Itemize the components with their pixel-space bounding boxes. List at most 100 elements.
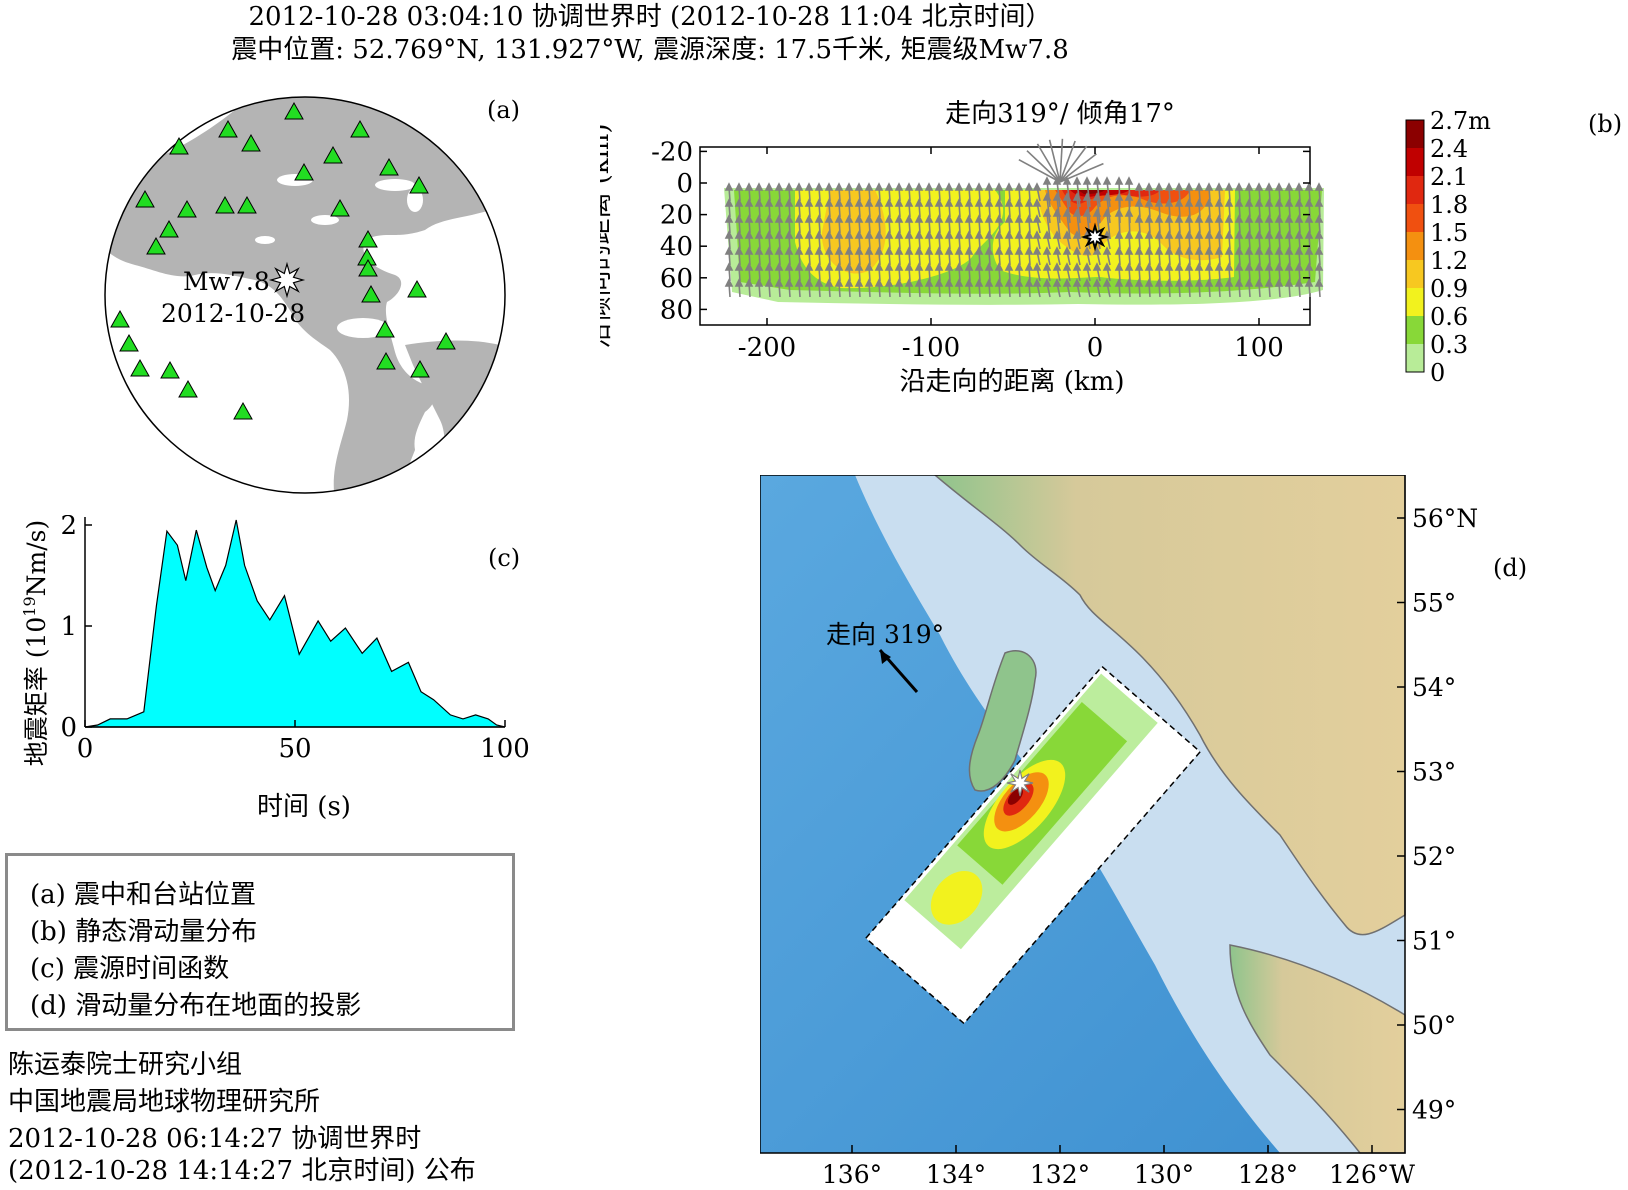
slip-vector-head: [1134, 182, 1144, 191]
slip-vector-head: [1014, 278, 1024, 287]
slip-vector-head: [914, 214, 924, 223]
slip-vector-head: [1304, 198, 1314, 207]
slip-vector-head: [924, 278, 934, 287]
slip-vector-head: [1032, 182, 1042, 191]
slip-vector-head: [1082, 262, 1092, 271]
slip-vector-head: [814, 230, 824, 239]
panel-c-label: (c): [488, 544, 521, 572]
station-triangle-icon: [376, 351, 396, 370]
slip-vector-head: [844, 182, 854, 191]
station-triangle-icon: [294, 162, 314, 181]
slip-vector-head: [1294, 278, 1304, 287]
slip-vector-head: [864, 262, 874, 271]
slip-vector-head: [1224, 182, 1234, 191]
lon-tick-label: 130°: [1134, 1160, 1194, 1189]
stf-ylabel: 地震矩率 (1019Nm/s): [20, 520, 51, 766]
hypocenter-star-icon: [1080, 222, 1110, 252]
y-tick-label: 80: [660, 295, 693, 325]
slip-vector-head: [1264, 182, 1274, 191]
epicenter-star-icon: [268, 261, 306, 299]
slip-vector-head: [1204, 230, 1214, 239]
slip-vector-head: [1004, 230, 1014, 239]
slip-vector-head: [1144, 214, 1154, 223]
slip-vector-head: [724, 198, 734, 207]
slip-vector-head: [1004, 278, 1014, 287]
slip-vector-head: [784, 198, 794, 207]
slip-vector: [1056, 180, 1061, 208]
slip-vector-head: [864, 278, 874, 287]
slip-vector-head: [1014, 230, 1024, 239]
slip-vector-head: [764, 246, 774, 255]
slip-vector-head: [1304, 246, 1314, 255]
slip-vector-head: [1052, 192, 1062, 201]
slip-vector-head: [734, 214, 744, 223]
slip-vector-head: [724, 214, 734, 223]
slip-vector-head: [874, 182, 884, 191]
slip-vector-head: [1092, 262, 1102, 271]
slip-vector-head: [894, 278, 904, 287]
slip-vector-head: [1134, 214, 1144, 223]
slip-vector-head: [794, 214, 804, 223]
legend-item-c: (c) 震源时间函数: [30, 954, 230, 984]
slip-vector-head: [1184, 262, 1194, 271]
slip-vector-head: [1032, 214, 1042, 223]
slip-vector-head: [1052, 208, 1062, 217]
slip-vector-head: [1264, 214, 1274, 223]
slip-vector-head: [1014, 198, 1024, 207]
slip-vector-head: [1134, 278, 1144, 287]
colorbar-swatch: [1406, 344, 1424, 372]
slip-vector-head: [1194, 198, 1204, 207]
x-tick-label: -100: [902, 333, 960, 363]
slip-vectors: [724, 138, 1324, 298]
slip-vector-head: [1264, 230, 1274, 239]
slip-vector: [1066, 212, 1071, 240]
slip-vector-head: [1144, 246, 1154, 255]
slip-vector-head: [924, 262, 934, 271]
slip-vector-head: [824, 262, 834, 271]
slip-vector-head: [854, 198, 864, 207]
slip-vector: [1046, 212, 1051, 240]
slip-vector-head: [884, 182, 894, 191]
slip-vector-head: [854, 230, 864, 239]
slip-vector-head: [794, 246, 804, 255]
slip-vector-head: [734, 246, 744, 255]
slip-vector: [1056, 196, 1061, 224]
slip-vector-head: [954, 182, 964, 191]
slip-vector-head: [1314, 230, 1324, 239]
slip-vector-head: [954, 246, 964, 255]
station-triangle-icon: [135, 189, 155, 208]
slip-vector-head: [1154, 262, 1164, 271]
slip-vector-head: [914, 278, 924, 287]
event-magnitude: Mw7.8: [183, 267, 270, 296]
credit-group: 陈运泰院士研究小组: [8, 1050, 243, 1080]
slip-vector-head: [804, 214, 814, 223]
slip-vector-head: [1164, 230, 1174, 239]
lon-tick-label: 126°W: [1329, 1160, 1415, 1189]
slip-vector-head: [904, 278, 914, 287]
slip-vector-head: [1124, 262, 1134, 271]
slip-vector-head: [794, 278, 804, 287]
slip-vector-head: [854, 262, 864, 271]
slip-vector-head: [1194, 246, 1204, 255]
slip-vector-head: [934, 230, 944, 239]
slip-vector-head: [1244, 262, 1254, 271]
slip-vector-head: [764, 262, 774, 271]
slip-vector-head: [824, 214, 834, 223]
slip-vector-head: [864, 230, 874, 239]
slip-vector-head: [1004, 182, 1014, 191]
slip-vector-head: [1124, 176, 1134, 185]
slip-vector-head: [914, 230, 924, 239]
slip-vector-head: [964, 230, 974, 239]
slip-vector-head: [1284, 182, 1294, 191]
slip-vector-head: [894, 246, 904, 255]
slip-vector-head: [904, 198, 914, 207]
station-triangle-icon: [410, 359, 430, 378]
slip-vector-head: [1092, 246, 1102, 255]
slip-vector: [1046, 180, 1051, 208]
slip-vector-head: [1174, 214, 1184, 223]
slip-vector-head: [814, 182, 824, 191]
slip-vector-head: [1294, 230, 1304, 239]
slip-vector-head: [744, 230, 754, 239]
